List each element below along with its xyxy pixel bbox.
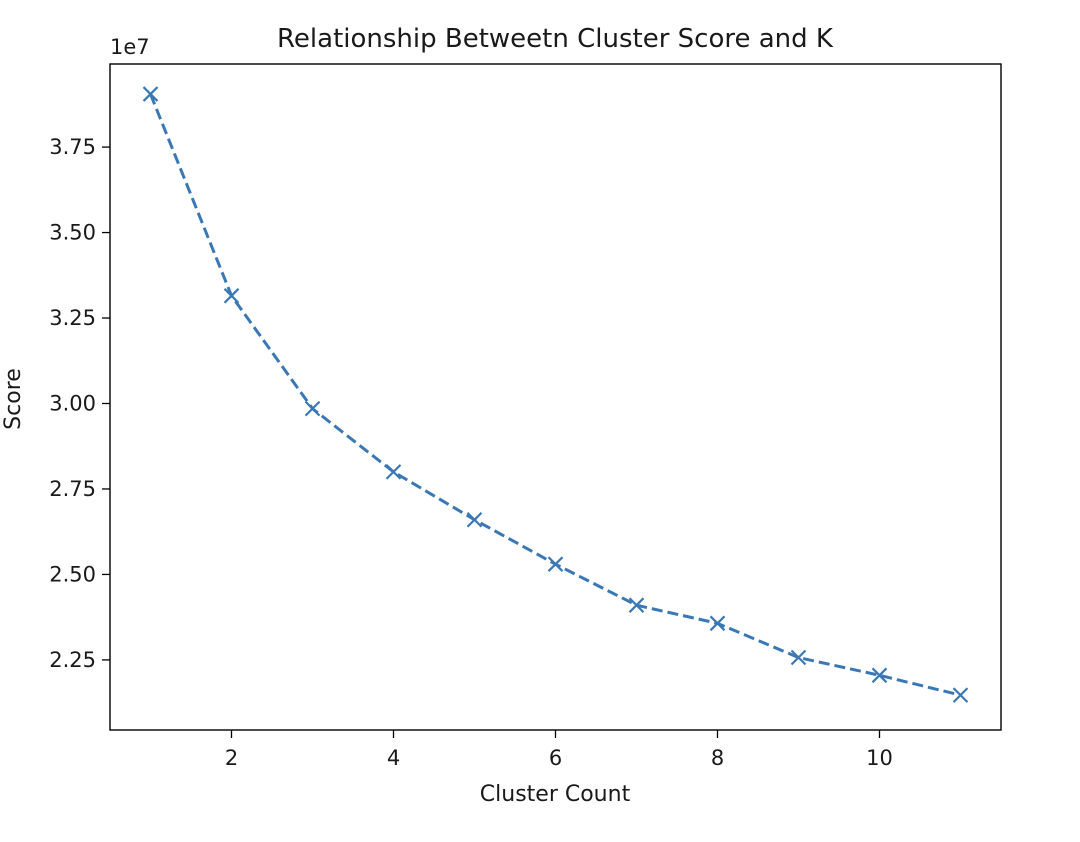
data-point-marker: [466, 511, 483, 528]
x-tick-label: 6: [549, 746, 562, 770]
data-point-marker: [709, 615, 726, 632]
y-tick-label: 3.75: [49, 135, 96, 159]
plot-area-frame: [109, 63, 1002, 731]
y-tick-label: 3.00: [49, 391, 96, 415]
data-point-marker: [547, 556, 564, 572]
y-tick-label: 3.25: [49, 306, 96, 330]
y-axis-label: Score: [1, 368, 26, 430]
x-tick-label: 4: [387, 746, 400, 770]
series-line: [149, 93, 961, 697]
chart-title: Relationship Betweetn Cluster Score and …: [277, 24, 834, 54]
data-point-marker: [142, 86, 159, 102]
y-offset-label: 1e7: [110, 35, 150, 59]
y-tick-label: 2.75: [49, 477, 96, 501]
data-point-marker: [628, 597, 645, 613]
x-axis-label: Cluster Count: [480, 782, 631, 807]
x-tick-label: 2: [225, 746, 238, 770]
x-tick-label: 8: [711, 746, 724, 770]
x-tick-label: 10: [866, 746, 893, 770]
data-point-marker: [952, 687, 969, 703]
data-point-marker: [223, 288, 240, 304]
y-tick-label: 2.50: [49, 562, 96, 586]
data-point-marker: [385, 464, 402, 480]
data-point-marker: [871, 667, 888, 684]
data-point-marker: [304, 400, 321, 417]
y-tick-label: 3.50: [49, 221, 96, 245]
series-layer: [142, 86, 969, 703]
axis-ticks: 2 4 6 8 10 2.25 2.50 2.75 3.00 3.25 3.50 3.75: [49, 135, 893, 770]
y-tick-label: 2.25: [49, 648, 96, 672]
data-point-marker: [790, 649, 807, 666]
